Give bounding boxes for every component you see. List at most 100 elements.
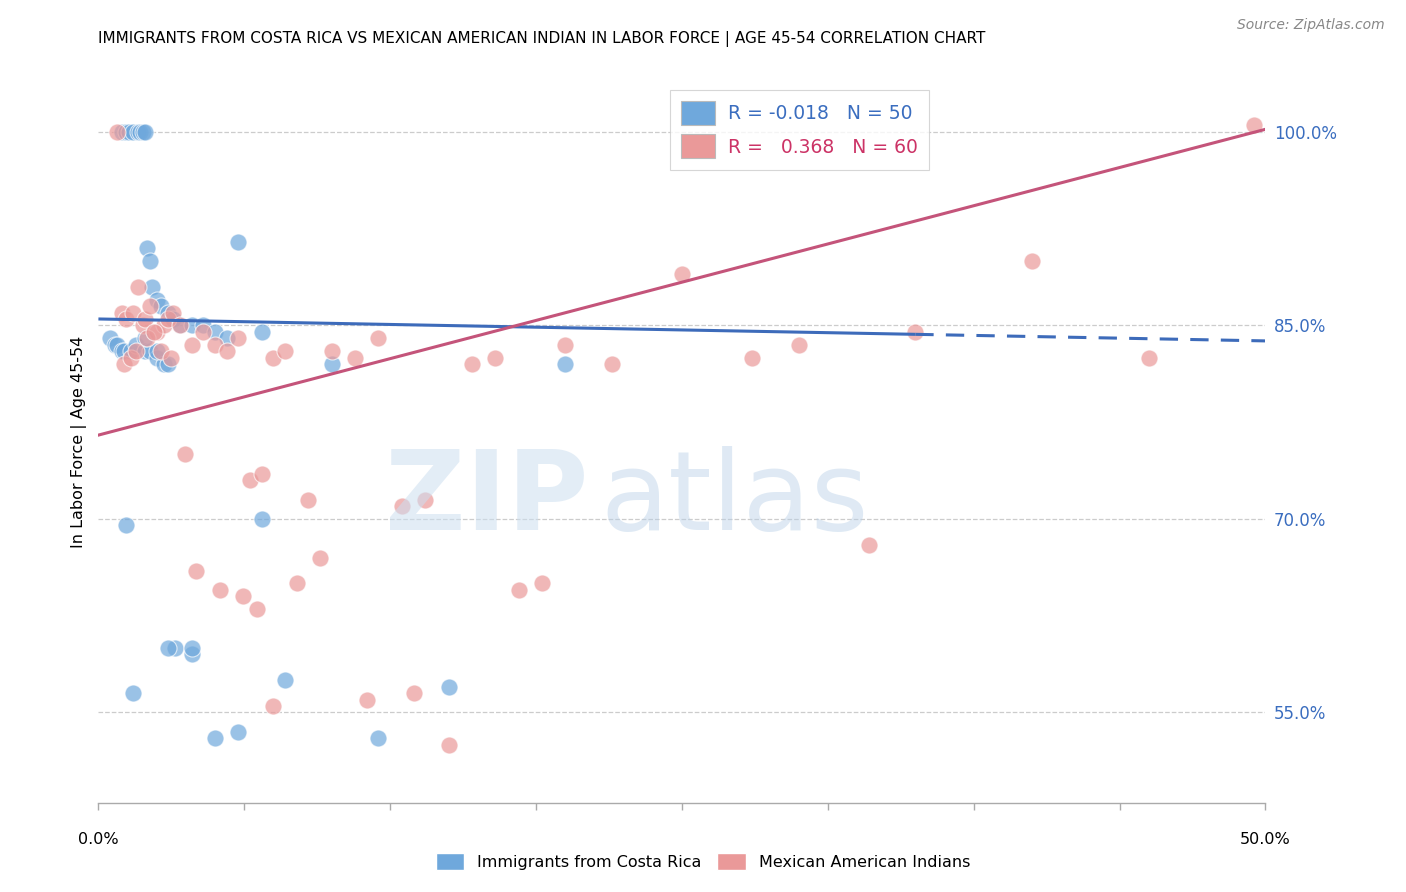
Point: [118, 125, 141, 139]
Point: [204, 731, 226, 746]
Point: [134, 344, 156, 359]
Point: [111, 305, 134, 319]
Point: [239, 473, 262, 487]
Point: [250, 512, 273, 526]
Point: [157, 640, 180, 655]
Point: [152, 318, 174, 333]
Point: [122, 125, 145, 139]
Point: [262, 351, 284, 365]
Point: [309, 550, 332, 565]
Point: [297, 492, 319, 507]
Point: [262, 699, 284, 714]
Point: [136, 241, 159, 255]
Point: [193, 325, 215, 339]
Point: [344, 351, 367, 365]
Point: [180, 640, 202, 655]
Point: [285, 576, 308, 591]
Point: [115, 518, 138, 533]
Point: [122, 686, 145, 700]
Point: [600, 357, 623, 371]
Point: [671, 267, 693, 281]
Point: [120, 344, 142, 359]
Point: [228, 331, 250, 345]
Point: [165, 640, 187, 655]
Point: [98, 331, 121, 345]
Point: [180, 338, 202, 352]
Point: [157, 357, 180, 371]
Point: [136, 331, 159, 345]
Point: [125, 344, 148, 359]
Point: [141, 279, 163, 293]
Point: [274, 673, 297, 688]
Point: [554, 357, 576, 371]
Point: [250, 467, 273, 481]
Point: [105, 338, 128, 352]
Point: [904, 325, 927, 339]
Point: [134, 312, 156, 326]
Point: [484, 351, 506, 365]
Point: [132, 318, 155, 333]
Point: [180, 318, 202, 333]
Point: [104, 338, 127, 352]
Point: [173, 447, 195, 461]
Point: [246, 602, 269, 616]
Point: [112, 357, 135, 371]
Point: [122, 305, 145, 319]
Point: [413, 492, 436, 507]
Point: [215, 331, 238, 345]
Point: [134, 125, 156, 139]
Point: [111, 125, 134, 139]
Point: [204, 325, 226, 339]
Point: [139, 253, 162, 268]
Point: [508, 582, 530, 597]
Point: [115, 125, 138, 139]
Point: [150, 344, 173, 359]
Point: [741, 351, 763, 365]
Point: [554, 338, 576, 352]
Point: [132, 125, 155, 139]
Point: [105, 125, 128, 139]
Point: [112, 344, 135, 359]
Point: [152, 357, 174, 371]
Point: [858, 538, 880, 552]
Point: [127, 125, 149, 139]
Point: [228, 724, 250, 739]
Point: [321, 344, 343, 359]
Point: [437, 738, 460, 752]
Point: [146, 344, 169, 359]
Text: 0.0%: 0.0%: [79, 831, 118, 847]
Point: [157, 312, 180, 326]
Y-axis label: In Labor Force | Age 45-54: In Labor Force | Age 45-54: [72, 335, 87, 548]
Legend: Immigrants from Costa Rica, Mexican American Indians: Immigrants from Costa Rica, Mexican Amer…: [429, 847, 977, 877]
Point: [162, 305, 184, 319]
Point: [146, 351, 169, 365]
Point: [787, 338, 810, 352]
Point: [391, 499, 413, 513]
Point: [402, 686, 425, 700]
Point: [186, 564, 208, 578]
Point: [120, 351, 142, 365]
Point: [169, 318, 191, 333]
Point: [437, 680, 460, 694]
Point: [321, 357, 343, 371]
Point: [169, 318, 191, 333]
Point: [139, 299, 162, 313]
Point: [461, 357, 484, 371]
Point: [139, 344, 162, 359]
Text: IMMIGRANTS FROM COSTA RICA VS MEXICAN AMERICAN INDIAN IN LABOR FORCE | AGE 45-54: IMMIGRANTS FROM COSTA RICA VS MEXICAN AM…: [98, 31, 986, 47]
Text: atlas: atlas: [600, 446, 869, 553]
Point: [157, 305, 180, 319]
Point: [250, 325, 273, 339]
Point: [1137, 351, 1160, 365]
Point: [159, 351, 181, 365]
Point: [1021, 253, 1043, 268]
Point: [1243, 119, 1265, 133]
Point: [367, 331, 389, 345]
Point: [193, 318, 215, 333]
Text: 50.0%: 50.0%: [1240, 831, 1291, 847]
Point: [111, 344, 134, 359]
Point: [356, 692, 378, 706]
Point: [146, 293, 169, 307]
Point: [162, 312, 184, 326]
Point: [274, 344, 297, 359]
